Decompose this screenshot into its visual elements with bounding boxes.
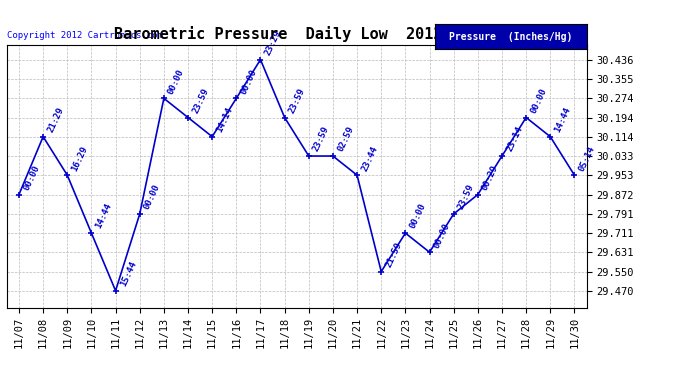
Text: 14:44: 14:44 [553,106,573,134]
Text: 02:59: 02:59 [336,125,355,153]
Text: 21:59: 21:59 [384,241,404,269]
Text: 14:44: 14:44 [95,202,114,230]
Text: 15:44: 15:44 [119,260,138,288]
Text: Copyright 2012 Cartronics.com: Copyright 2012 Cartronics.com [7,31,163,40]
Text: 23:59: 23:59 [288,87,307,115]
Text: 00:00: 00:00 [239,68,259,96]
Text: 00:00: 00:00 [143,183,162,211]
Text: 21:29: 21:29 [46,106,66,134]
Text: Pressure  (Inches/Hg): Pressure (Inches/Hg) [449,32,572,42]
Text: 23:14: 23:14 [505,125,524,153]
Text: 23:59: 23:59 [457,183,476,211]
Text: 23:59: 23:59 [312,125,331,153]
Text: 00:29: 00:29 [481,164,500,192]
Title: Barometric Pressure  Daily Low  20121201: Barometric Pressure Daily Low 20121201 [115,27,479,42]
Text: 00:00: 00:00 [167,68,186,96]
Text: 00:00: 00:00 [408,202,428,230]
Text: 05:14: 05:14 [578,144,597,172]
Text: 23:29: 23:29 [264,28,283,57]
Text: 00:00: 00:00 [529,87,549,115]
Text: 23:59: 23:59 [191,87,210,115]
Text: 14:14: 14:14 [215,106,235,134]
Text: 16:29: 16:29 [70,144,90,172]
Text: 23:44: 23:44 [360,144,380,172]
Text: 00:00: 00:00 [22,164,41,192]
Text: 00:00: 00:00 [433,221,452,249]
